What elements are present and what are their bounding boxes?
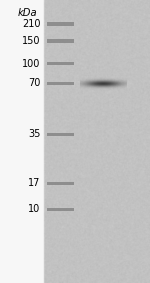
Bar: [47, 39, 74, 42]
Text: 210: 210: [22, 19, 40, 29]
Bar: [47, 62, 74, 65]
Bar: [47, 182, 74, 185]
Text: 70: 70: [28, 78, 40, 89]
Text: 150: 150: [22, 36, 40, 46]
Text: 10: 10: [28, 204, 40, 215]
Bar: [47, 133, 74, 136]
Bar: [47, 82, 74, 85]
Bar: [47, 208, 74, 211]
Bar: [47, 22, 74, 25]
Text: 100: 100: [22, 59, 40, 69]
Text: 35: 35: [28, 129, 40, 140]
Text: kDa: kDa: [17, 8, 37, 18]
Text: 17: 17: [28, 178, 40, 188]
